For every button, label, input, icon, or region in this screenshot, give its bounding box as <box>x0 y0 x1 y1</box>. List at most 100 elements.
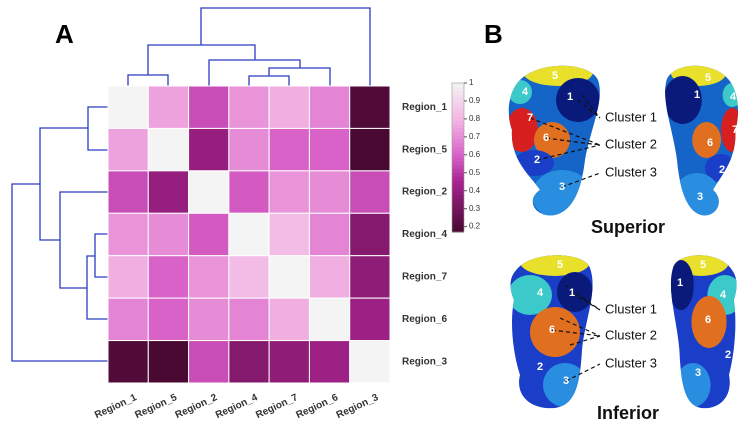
region-number: 4 <box>730 91 737 103</box>
region-number: 1 <box>567 91 573 103</box>
colorbar-tick-label: 0.6 <box>469 150 481 159</box>
colorbar-tick-label: 0.8 <box>469 114 481 123</box>
heat-cell <box>147 255 190 299</box>
colorbar-step <box>452 172 464 177</box>
column-label: Region_3 <box>335 392 381 421</box>
heat-cell <box>188 255 230 299</box>
region-number: 4 <box>720 289 727 301</box>
region-number: 5 <box>552 70 558 82</box>
heat-cell <box>107 170 149 214</box>
heat-cell <box>349 297 391 342</box>
colorbar-step <box>452 86 464 91</box>
colorbar-tick-label: 0.3 <box>469 204 481 213</box>
row-label: Region_3 <box>402 356 447 367</box>
heat-cell <box>188 212 230 257</box>
heat-cell <box>349 212 391 257</box>
heat-cell <box>228 212 270 257</box>
heat-cell <box>308 255 351 299</box>
region-number: 1 <box>569 287 575 299</box>
colorbar-step <box>452 164 464 170</box>
row-label: Region_4 <box>402 229 447 240</box>
heat-cell <box>107 297 149 342</box>
colorbar-step <box>452 120 464 125</box>
colorbar-step <box>452 224 464 229</box>
cluster-label: Cluster 2 <box>605 327 657 342</box>
colorbar-step <box>452 109 464 114</box>
heatmap <box>107 85 391 384</box>
colorbar-step <box>452 183 464 188</box>
row-dendrogram <box>11 106 108 362</box>
panel-label: A <box>55 19 74 49</box>
heat-cell <box>228 170 270 214</box>
colorbar-step <box>452 161 464 166</box>
heat-cell <box>147 127 190 172</box>
colorbar-step <box>452 138 464 144</box>
colorbar-step <box>452 205 464 211</box>
region-number: 6 <box>705 314 711 326</box>
heat-cell <box>268 85 310 129</box>
region-number: 4 <box>537 287 544 299</box>
panel-label: B <box>484 19 503 49</box>
heat-cell <box>228 85 270 129</box>
row-label: Region_2 <box>402 187 447 198</box>
colorbar-step <box>452 187 464 192</box>
colorbar-step <box>452 191 464 196</box>
cluster-label: Cluster 3 <box>605 355 657 370</box>
colorbar-tick-label: 0.4 <box>469 186 481 195</box>
colorbar-step <box>452 142 464 147</box>
view-title: Inferior <box>597 403 659 423</box>
row-label: Region_5 <box>402 144 447 155</box>
heat-cell <box>268 170 310 214</box>
heat-cell <box>107 85 149 129</box>
heat-cell <box>188 297 230 342</box>
colorbar-step <box>452 202 464 207</box>
cluster-label: Cluster 2 <box>605 136 657 151</box>
cluster-label: Cluster 1 <box>605 301 657 316</box>
region-number: 7 <box>732 124 738 136</box>
colorbar-step <box>452 97 464 103</box>
colorbar-tick-label: 1 <box>469 78 474 87</box>
region-number: 5 <box>557 259 563 271</box>
colorbar-step <box>452 105 464 110</box>
colorbar-tick-label: 0.2 <box>469 222 481 231</box>
region-number: 2 <box>534 154 540 166</box>
region-number: 4 <box>522 86 529 98</box>
region-number: 6 <box>543 132 549 144</box>
heat-cell <box>228 297 270 342</box>
heat-cell <box>147 340 190 384</box>
colorbar-tick-label: 0.7 <box>469 132 481 141</box>
region-number: 3 <box>559 181 565 193</box>
heat-cell <box>308 340 351 384</box>
colorbar-step <box>452 176 464 181</box>
colorbar-step <box>452 194 464 199</box>
colorbar-step <box>452 179 464 185</box>
region-number: 2 <box>719 164 725 176</box>
colorbar-step <box>452 123 464 129</box>
row-label: Region_7 <box>402 272 447 283</box>
heat-cell <box>308 297 351 342</box>
heat-cell <box>308 85 351 129</box>
colorbar-step <box>452 150 464 155</box>
heat-cell <box>349 340 391 384</box>
colorbar-tick-label: 0.9 <box>469 96 481 105</box>
heat-cell <box>188 340 230 384</box>
cluster-label: Cluster 3 <box>605 164 657 179</box>
colorbar-step <box>452 101 464 106</box>
heat-cell <box>228 340 270 384</box>
region-number: 6 <box>549 324 555 336</box>
column-label: Region_6 <box>295 392 341 421</box>
heat-cell <box>107 255 149 299</box>
heat-cell <box>268 297 310 342</box>
row-label: Region_6 <box>402 314 447 325</box>
region-number: 1 <box>694 89 700 101</box>
column-label: Region_4 <box>214 392 260 421</box>
region-number: 2 <box>537 361 543 373</box>
region-number: 7 <box>527 112 533 124</box>
colorbar-frame <box>451 82 465 233</box>
heat-cell <box>188 85 230 129</box>
region-number: 5 <box>700 259 706 271</box>
heat-cell <box>107 212 149 257</box>
heat-cell <box>147 297 190 342</box>
colorbar-step <box>452 127 464 132</box>
colorbar-step <box>452 228 464 233</box>
